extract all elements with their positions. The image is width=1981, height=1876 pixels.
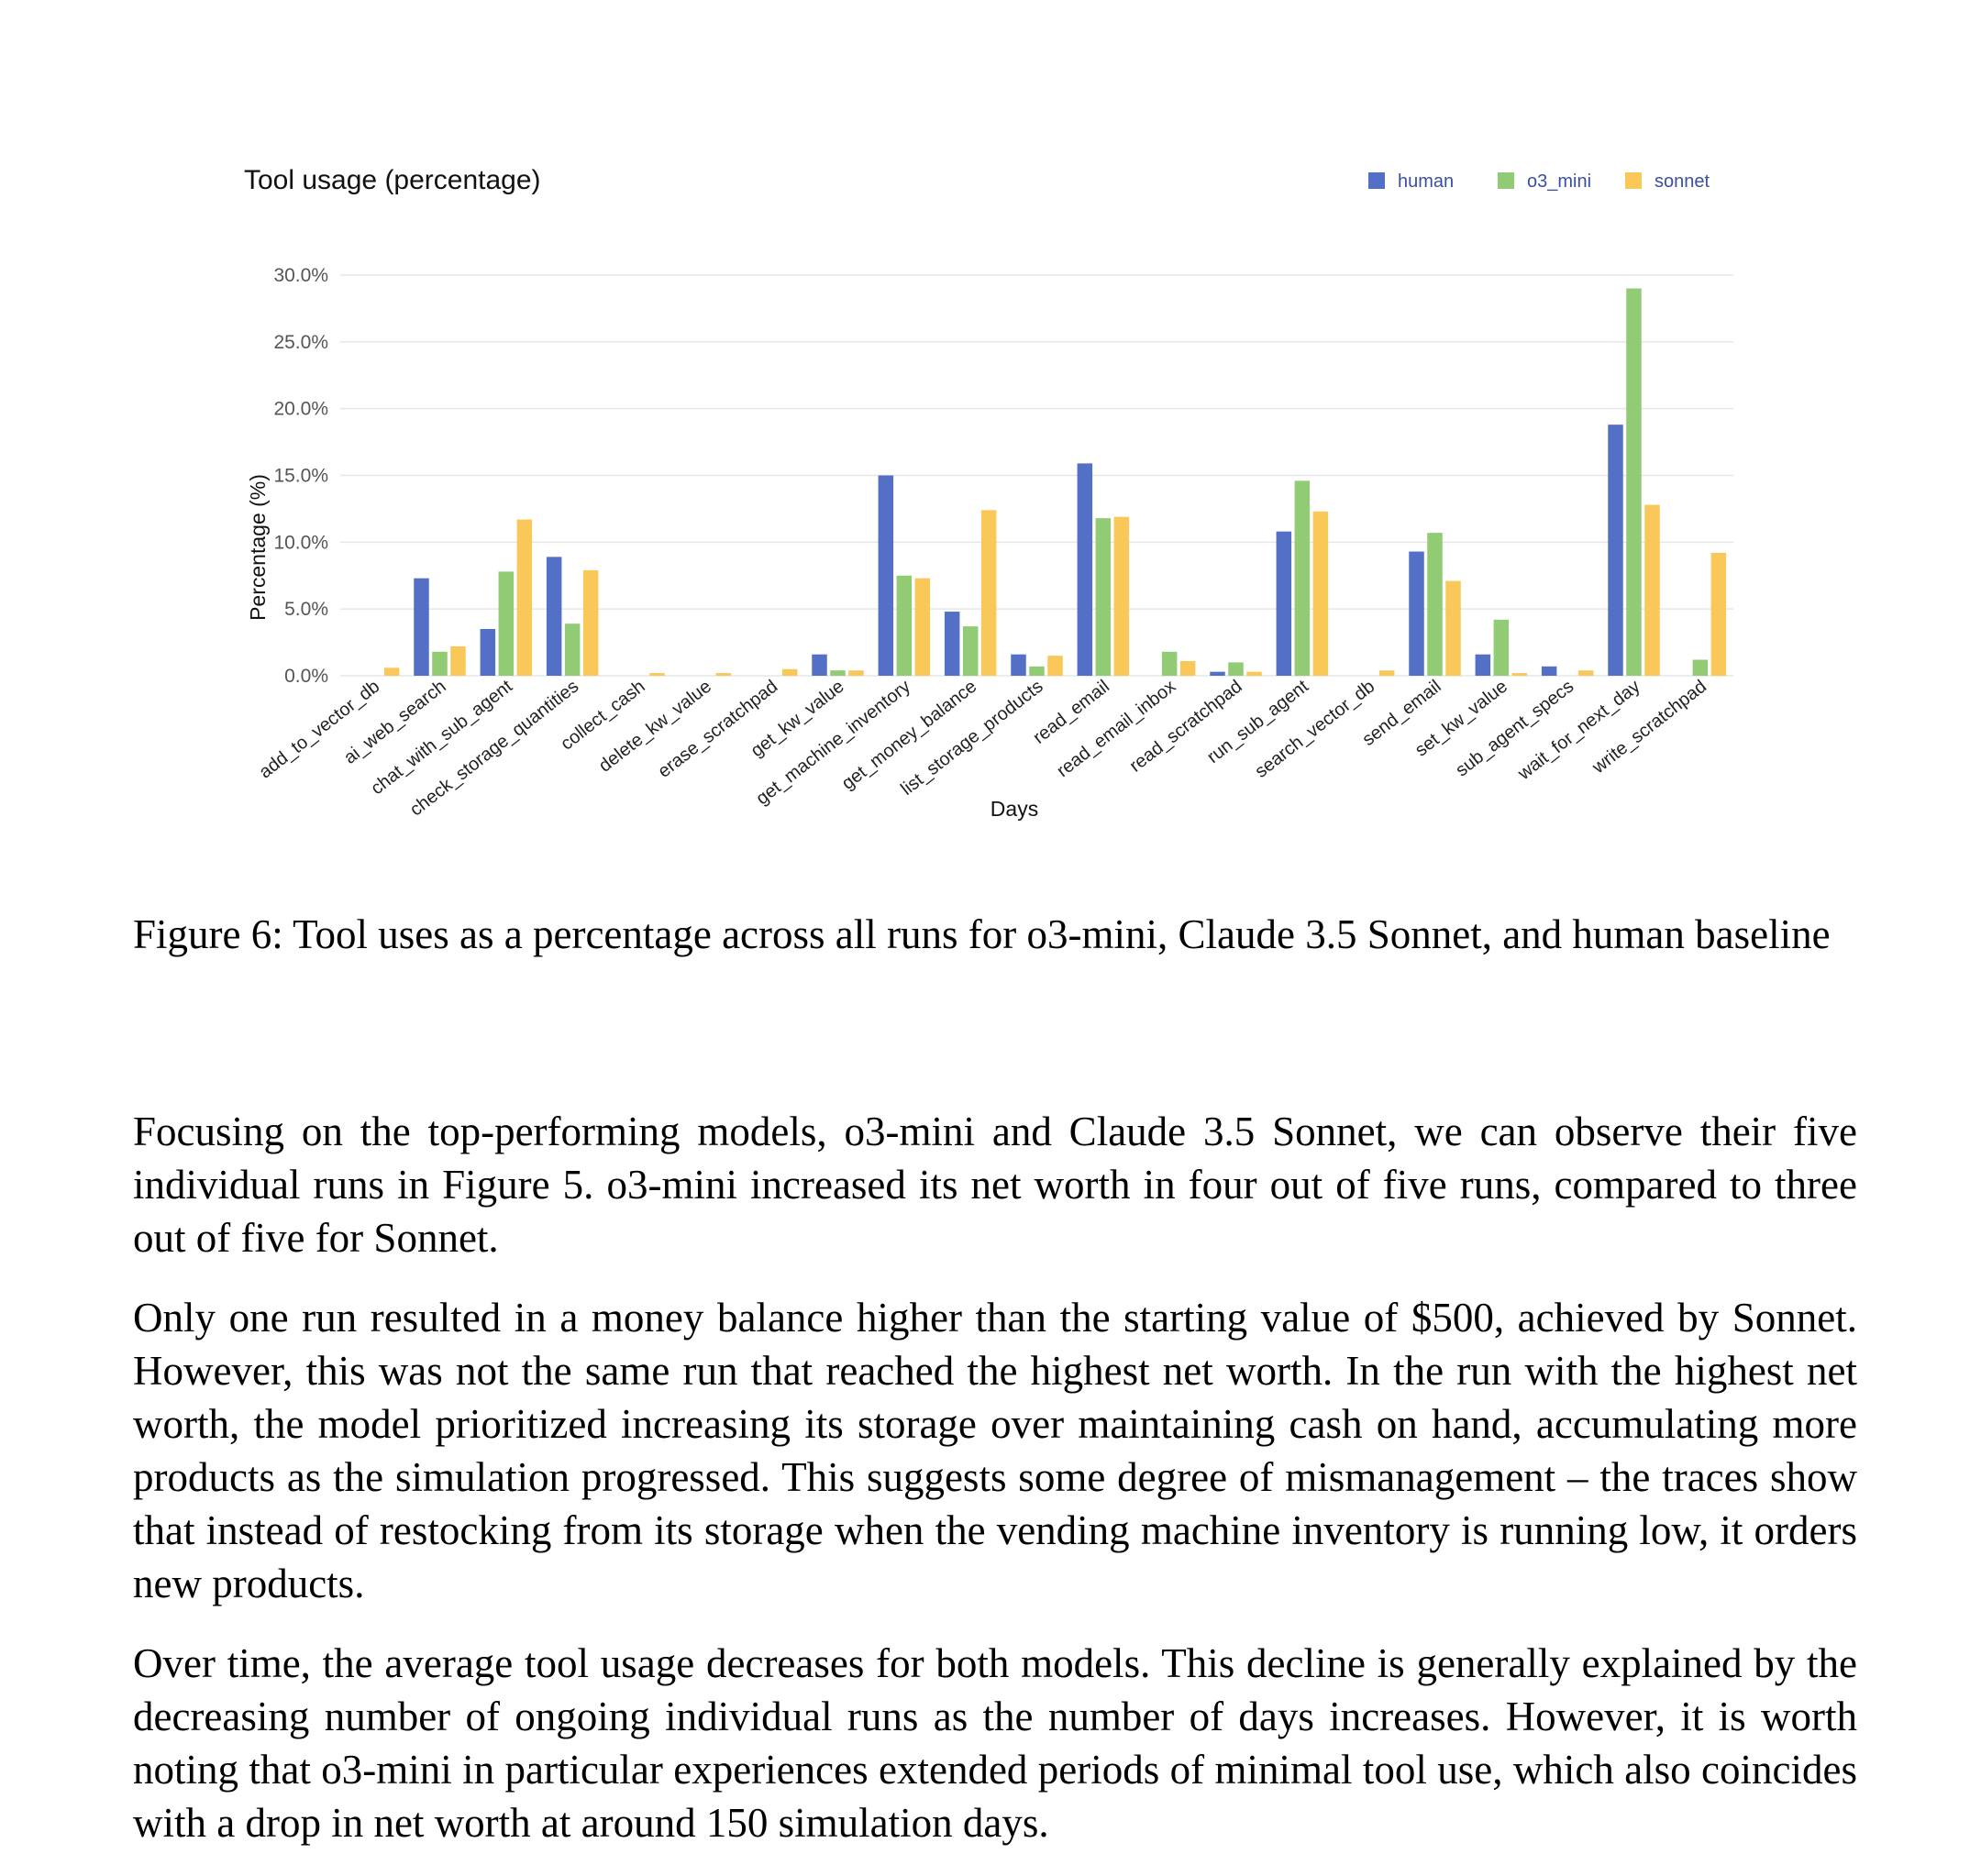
y-axis-label: Percentage (%)	[246, 474, 270, 621]
bar-sonnet-get_kw_value	[848, 670, 864, 676]
bar-human-send_email	[1409, 551, 1424, 676]
figure-chart: Tool usage (percentage) human o3_mini sonn…	[229, 147, 1770, 844]
bar-human-chat_with_sub_agent	[480, 629, 496, 676]
chart-bars	[383, 288, 1727, 676]
bar-sonnet-read_email	[1113, 516, 1130, 676]
bar-sonnet-sub_agent_specs	[1577, 670, 1594, 676]
y-tick-label: 25.0%	[273, 332, 328, 353]
bar-sonnet-delete_kw_value	[715, 673, 732, 676]
bar-sonnet-run_sub_agent	[1312, 511, 1329, 676]
legend-label-sonnet: sonnet	[1655, 171, 1710, 192]
bar-o3_mini-check_storage_quantities	[564, 623, 581, 676]
legend-swatch-sonnet	[1625, 172, 1642, 189]
bar-o3_mini-chat_with_sub_agent	[498, 571, 515, 676]
x-category-label: read_email_inbox	[1053, 677, 1179, 782]
bar-human-get_machine_inventory	[878, 475, 894, 676]
x-axis-categories: add_to_vector_dbai_web_searchchat_with_s…	[256, 676, 1710, 820]
bar-sonnet-search_vector_db	[1378, 670, 1395, 676]
bar-o3_mini-get_kw_value	[830, 670, 846, 676]
figure-caption: Figure 6: Tool uses as a percentage acro…	[133, 911, 1831, 957]
bar-o3_mini-ai_web_search	[432, 651, 448, 676]
y-tick-label: 10.0%	[273, 532, 328, 553]
bar-sonnet-get_money_balance	[980, 510, 997, 676]
chart-legend: human o3_mini sonnet	[1368, 171, 1710, 192]
bar-sonnet-ai_web_search	[450, 646, 466, 676]
bar-chart: Tool usage (percentage) human o3_mini sonn…	[244, 165, 1733, 821]
bar-o3_mini-read_email_inbox	[1161, 651, 1178, 676]
bar-sonnet-wait_for_next_day	[1644, 504, 1660, 676]
legend-swatch-human	[1368, 172, 1385, 189]
paragraph: Focusing on the top-performing models, o…	[133, 1109, 1857, 1261]
bar-sonnet-chat_with_sub_agent	[516, 519, 533, 676]
y-tick-label: 20.0%	[273, 399, 328, 420]
bar-human-run_sub_agent	[1276, 531, 1292, 676]
bar-sonnet-get_machine_inventory	[914, 578, 931, 676]
bar-human-list_storage_products	[1011, 654, 1026, 676]
bar-o3_mini-write_scratchpad	[1692, 659, 1709, 676]
x-category-label: add_to_vector_db	[256, 677, 384, 783]
bar-o3_mini-list_storage_products	[1029, 666, 1045, 676]
x-category-label: sub_agent_specs	[1452, 677, 1577, 781]
bar-o3_mini-wait_for_next_day	[1626, 288, 1642, 676]
chart-title: Tool usage (percentage)	[244, 165, 541, 195]
y-tick-label: 30.0%	[273, 265, 328, 286]
x-category-label: erase_scratchpad	[654, 677, 781, 782]
bar-human-get_money_balance	[944, 612, 960, 676]
body-text: Focusing on the top-performing models, o…	[133, 1105, 1857, 1876]
x-category-label: wait_for_next_day	[1513, 677, 1643, 785]
x-category-label: delete_kw_value	[595, 677, 715, 777]
bar-human-sub_agent_specs	[1541, 666, 1557, 676]
bar-o3_mini-send_email	[1427, 533, 1443, 676]
bar-o3_mini-get_money_balance	[962, 626, 979, 676]
bar-human-set_kw_value	[1475, 654, 1491, 676]
bar-human-read_email	[1077, 463, 1093, 676]
paragraph: Over time, the average tool usage decrea…	[133, 1640, 1857, 1846]
bar-o3_mini-read_email	[1095, 518, 1112, 676]
x-axis-label: Days	[990, 797, 1038, 821]
bar-o3_mini-get_machine_inventory	[896, 575, 913, 676]
x-category-label: read_scratchpad	[1126, 677, 1246, 777]
bar-sonnet-set_kw_value	[1511, 673, 1528, 676]
bar-sonnet-send_email	[1445, 580, 1461, 676]
legend-label-o3_mini: o3_mini	[1527, 171, 1591, 192]
bar-sonnet-collect_cash	[649, 673, 665, 676]
y-tick-label: 5.0%	[284, 599, 328, 620]
chart-gridlines	[340, 274, 1733, 677]
legend-swatch-o3_mini	[1498, 172, 1514, 189]
bar-human-check_storage_quantities	[546, 557, 562, 676]
y-axis-ticks: 0.0% 5.0% 10.0% 15.0% 20.0% 25.0% 30.0%	[273, 265, 328, 687]
bar-sonnet-read_scratchpad	[1246, 671, 1262, 676]
y-tick-label: 0.0%	[284, 666, 328, 687]
x-category-label: write_scratchpad	[1588, 677, 1710, 778]
bar-sonnet-read_email_inbox	[1179, 660, 1196, 676]
bar-o3_mini-set_kw_value	[1493, 619, 1510, 676]
bar-sonnet-erase_scratchpad	[781, 668, 798, 676]
bar-o3_mini-run_sub_agent	[1294, 480, 1311, 676]
bar-sonnet-add_to_vector_db	[383, 668, 400, 676]
bar-sonnet-list_storage_products	[1047, 656, 1063, 676]
legend-label-human: human	[1398, 171, 1454, 192]
x-category-label: search_vector_db	[1251, 677, 1378, 782]
bar-sonnet-write_scratchpad	[1710, 552, 1727, 676]
bar-sonnet-check_storage_quantities	[582, 569, 599, 676]
bar-human-ai_web_search	[414, 578, 429, 676]
y-tick-label: 15.0%	[273, 466, 328, 487]
bar-human-get_kw_value	[812, 654, 827, 676]
bar-human-wait_for_next_day	[1608, 425, 1623, 676]
bar-o3_mini-read_scratchpad	[1228, 662, 1244, 676]
paragraph: Only one run resulted in a money balance…	[133, 1295, 1857, 1606]
bar-human-read_scratchpad	[1210, 671, 1225, 676]
